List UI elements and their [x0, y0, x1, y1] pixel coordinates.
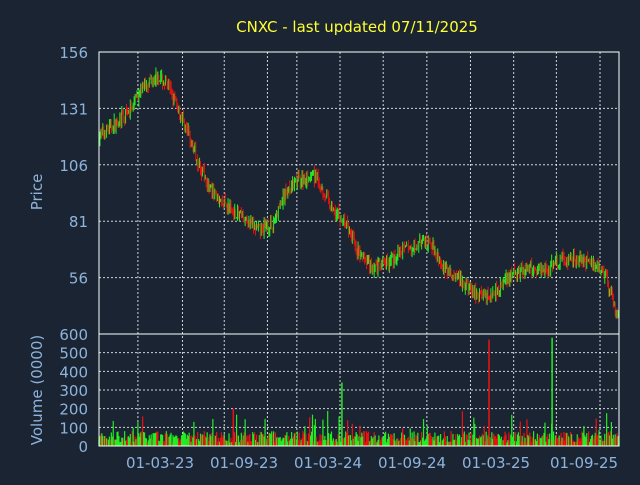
volume-tick-label: 400 [59, 363, 88, 381]
volume-tick-label: 100 [59, 419, 88, 437]
date-tick-label: 01-09-24 [378, 454, 446, 472]
volume-tick-label: 500 [59, 345, 88, 363]
date-tick-label: 01-03-23 [126, 454, 194, 472]
date-tick-label: 01-09-23 [210, 454, 278, 472]
volume-tick-label: 0 [78, 438, 88, 456]
price-tick-label: 600 [59, 326, 88, 344]
volume-tick-label: 200 [59, 401, 88, 419]
date-tick-label: 01-09-25 [550, 454, 618, 472]
price-tick-label: 56 [69, 270, 88, 288]
date-tick-label: 01-03-24 [294, 454, 362, 472]
volume-panel-frame [98, 333, 620, 447]
price-tick-label: 156 [59, 44, 88, 62]
volume-axis-label: Volume (0000) [28, 335, 46, 445]
price-series [98, 67, 620, 322]
price-tick-label: 81 [69, 213, 88, 231]
volume-tick-label: 300 [59, 382, 88, 400]
price-axis-label: Price [28, 174, 46, 211]
price-tick-label: 106 [59, 157, 88, 175]
price-tick-label: 131 [59, 100, 88, 118]
date-tick-label: 01-03-25 [462, 454, 530, 472]
volume-bars [98, 337, 620, 446]
chart-title: CNXC - last updated 07/11/2025 [236, 18, 478, 36]
